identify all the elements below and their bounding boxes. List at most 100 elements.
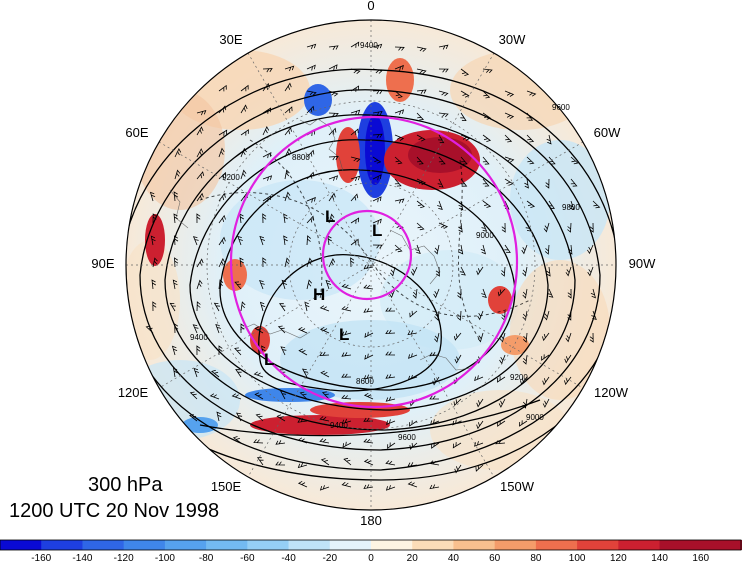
wind-barb [460, 134, 471, 141]
wind-barb [255, 413, 264, 422]
wind-barb [429, 351, 440, 357]
low-center-label: L [339, 325, 349, 344]
wind-barb [522, 398, 528, 409]
wind-barb [363, 264, 374, 270]
wind-barb [350, 238, 359, 246]
wind-barb [363, 392, 374, 400]
wind-barb [364, 331, 374, 338]
contour-label: 9400 [360, 41, 378, 50]
wind-barb [240, 84, 249, 92]
wind-barb [570, 156, 579, 165]
wind-barb [372, 218, 382, 225]
colorbar-bin [577, 540, 619, 550]
wind-barb [211, 369, 220, 378]
wind-barb [567, 244, 573, 255]
colorbar-tick-label: 40 [448, 553, 460, 561]
wind-barb [152, 213, 157, 224]
wind-barb [504, 178, 514, 186]
contour-label: 9000 [526, 413, 544, 422]
wind-barb [438, 222, 449, 230]
lon-label-0: 0 [367, 0, 374, 13]
wind-barb [385, 351, 396, 356]
wind-barb [541, 354, 550, 361]
wind-barb [387, 442, 396, 449]
wind-barb [409, 442, 418, 450]
colorbar-bin [494, 540, 537, 550]
wind-barb [394, 64, 404, 71]
wind-barb [341, 330, 352, 336]
wind-barb [328, 175, 339, 181]
wind-barb [542, 398, 550, 408]
wind-barb [500, 266, 506, 277]
wind-barb [320, 458, 330, 466]
wind-barb [480, 244, 486, 255]
lon-label-60w: 60W [594, 125, 621, 140]
wind-barb [189, 391, 198, 400]
wind-barb [218, 105, 227, 114]
wind-barb [279, 303, 286, 312]
wind-barb [218, 214, 226, 224]
wind-barb [350, 85, 360, 92]
outer-overlay-circle [229, 115, 519, 409]
wind-barb [407, 330, 418, 336]
wind-barb [460, 68, 470, 76]
lon-label-30e: 30E [219, 32, 242, 47]
high-center-label: H [313, 285, 325, 304]
wind-barb [482, 156, 490, 165]
wind-barb [547, 288, 554, 298]
wind-barb [218, 129, 228, 136]
wind-barb [341, 418, 352, 425]
wind-barb [299, 391, 308, 400]
wind-barb [460, 178, 468, 187]
wind-barb [350, 257, 355, 268]
wind-barb [196, 213, 201, 224]
wind-barb [544, 244, 550, 255]
contour-label: 9200 [510, 373, 528, 382]
wind-barb [254, 326, 264, 334]
colorbar-bin [618, 540, 661, 550]
wind-barb [454, 354, 462, 364]
wind-barb [591, 310, 597, 320]
wind-barb [234, 281, 242, 290]
wind-barb [434, 332, 440, 343]
wind-barb [526, 156, 535, 165]
wind-barb [522, 266, 528, 277]
wind-barb [394, 46, 405, 51]
colorbar-outline [0, 539, 742, 551]
colorbar-bin [412, 540, 454, 550]
wind-barb [341, 373, 352, 378]
wind-barb [363, 308, 374, 313]
wind-barb [589, 332, 594, 343]
lon-label-180: 180 [360, 513, 382, 528]
wind-barb [328, 213, 335, 224]
lon-label-60e: 60E [125, 125, 148, 140]
wind-barb [526, 134, 535, 143]
wind-barb [546, 266, 551, 277]
valid-time-caption: 1200 UTC 20 Nov 1998 [9, 500, 220, 522]
wind-barb [438, 134, 445, 144]
wind-barb [394, 244, 403, 253]
wind-barb [297, 462, 308, 469]
wind-barb [434, 310, 440, 321]
wind-barb [304, 301, 310, 312]
wind-barb [476, 420, 484, 430]
wind-barb [328, 112, 339, 117]
lon-label-90w: 90W [629, 256, 656, 271]
contour-label: 9800 [562, 203, 580, 212]
wind-barb [394, 156, 403, 165]
wind-barb [213, 302, 221, 312]
wind-barb [173, 191, 179, 202]
wind-barb [172, 279, 178, 290]
wind-barb [546, 134, 552, 145]
wind-barb [234, 347, 242, 356]
contour-label: 8600 [356, 377, 374, 386]
wind-barb [474, 441, 484, 447]
wind-barb [542, 332, 550, 342]
wind-barb [319, 485, 330, 491]
wind-barb [319, 438, 330, 444]
wind-barb [328, 90, 339, 97]
wind-barb [498, 398, 506, 408]
wind-barb [430, 419, 440, 426]
wind-barb [385, 307, 396, 312]
wind-barb [386, 419, 396, 426]
